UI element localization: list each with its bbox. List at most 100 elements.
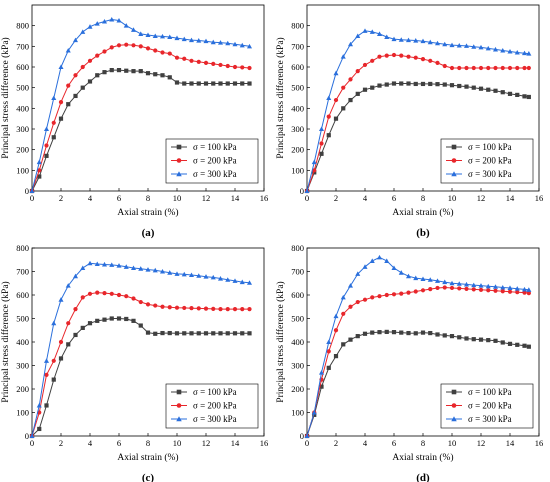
data-point xyxy=(391,52,397,58)
y-tick-label: 200 xyxy=(291,145,304,155)
data-point xyxy=(399,330,404,335)
legend-label: σ = 100 kPa xyxy=(193,387,237,397)
data-point xyxy=(442,63,447,69)
data-point xyxy=(398,37,404,42)
panel-b: 0 2 4 6 8 10 12 14 16 0 100 200 300 400 500 600 700 800 Ax… xyxy=(275,4,544,239)
data-point xyxy=(36,159,42,165)
x-tick-label: 8 xyxy=(146,193,150,203)
y-axis-title: Principal stress difference (kPa) xyxy=(0,37,11,158)
data-point xyxy=(311,409,317,415)
data-point xyxy=(391,330,397,335)
data-point xyxy=(384,53,389,58)
data-point xyxy=(347,283,354,288)
data-point xyxy=(493,65,498,71)
data-point xyxy=(188,37,195,43)
x-tick-label: 14 xyxy=(506,193,515,203)
data-point xyxy=(102,317,107,322)
data-point xyxy=(51,377,56,382)
data-point xyxy=(457,65,462,71)
data-point xyxy=(87,58,93,63)
data-point xyxy=(405,37,412,43)
data-point xyxy=(526,94,531,100)
data-point xyxy=(167,51,172,56)
y-axis-title: Principal stress difference (kPa) xyxy=(275,281,286,402)
data-point xyxy=(153,48,158,53)
data-point xyxy=(420,288,426,293)
x-tick-label: 2 xyxy=(59,438,63,448)
legend-label: σ = 100 kPa xyxy=(468,142,512,152)
data-point xyxy=(203,81,209,86)
data-point xyxy=(167,330,172,336)
data-point xyxy=(326,339,332,345)
x-tick-label: 10 xyxy=(448,193,457,203)
series-3 xyxy=(304,254,532,439)
data-point xyxy=(464,336,469,341)
data-point xyxy=(399,53,404,58)
data-point xyxy=(326,133,331,138)
legend-label: σ = 300 kPa xyxy=(193,169,237,179)
data-point xyxy=(341,342,346,347)
data-point xyxy=(101,261,108,267)
x-tick-label: 0 xyxy=(30,193,34,203)
y-tick-label: 500 xyxy=(291,83,304,93)
x-tick-label: 10 xyxy=(173,438,182,448)
y-tick-label: 600 xyxy=(291,290,304,300)
data-point xyxy=(449,42,455,48)
data-point xyxy=(420,276,426,282)
data-point xyxy=(225,40,231,46)
x-tick-label: 16 xyxy=(535,193,544,203)
data-point xyxy=(240,307,245,312)
data-point xyxy=(203,38,209,44)
data-point xyxy=(355,91,360,96)
data-point xyxy=(176,389,182,395)
y-tick-label: 400 xyxy=(291,337,304,347)
data-point xyxy=(188,272,195,278)
x-tick-label: 0 xyxy=(305,438,309,448)
data-point xyxy=(362,331,368,336)
data-point xyxy=(333,313,339,319)
data-point xyxy=(124,42,129,47)
data-point xyxy=(449,280,455,286)
data-point xyxy=(196,273,202,278)
data-point xyxy=(182,305,187,311)
data-point xyxy=(87,24,93,29)
data-point xyxy=(51,135,56,140)
data-point xyxy=(160,304,165,309)
data-point xyxy=(333,354,339,359)
data-point xyxy=(486,288,491,293)
data-point xyxy=(428,330,433,336)
panel-label: (d) xyxy=(416,472,430,482)
data-point xyxy=(80,64,85,70)
data-point xyxy=(478,44,484,50)
data-point xyxy=(493,88,498,93)
data-point xyxy=(427,39,433,45)
data-point xyxy=(182,56,187,61)
data-point xyxy=(355,299,360,305)
x-tick-label: 4 xyxy=(88,438,93,448)
data-point xyxy=(362,264,368,269)
data-point xyxy=(196,331,201,336)
x-tick-label: 12 xyxy=(202,193,211,203)
data-point xyxy=(463,281,470,287)
data-point xyxy=(507,91,513,96)
y-axis-title: Principal stress difference (kPa) xyxy=(275,37,286,158)
y-tick-label: 300 xyxy=(16,361,29,371)
data-point xyxy=(362,87,368,92)
data-point xyxy=(138,44,143,49)
data-point xyxy=(116,17,122,23)
data-point xyxy=(326,349,331,354)
data-point xyxy=(318,370,325,375)
data-point xyxy=(526,287,532,292)
data-point xyxy=(376,31,383,36)
data-point xyxy=(449,334,455,339)
series-3 xyxy=(304,28,532,194)
legend-label: σ = 200 kPa xyxy=(468,401,512,411)
y-tick-label: 300 xyxy=(291,361,304,371)
y-tick-label: 400 xyxy=(16,103,29,113)
data-point xyxy=(457,286,462,291)
data-point xyxy=(51,120,56,125)
panel-label: (b) xyxy=(416,227,430,239)
y-tick-label: 200 xyxy=(16,145,29,155)
series-1 xyxy=(29,68,252,194)
data-point xyxy=(384,258,390,263)
